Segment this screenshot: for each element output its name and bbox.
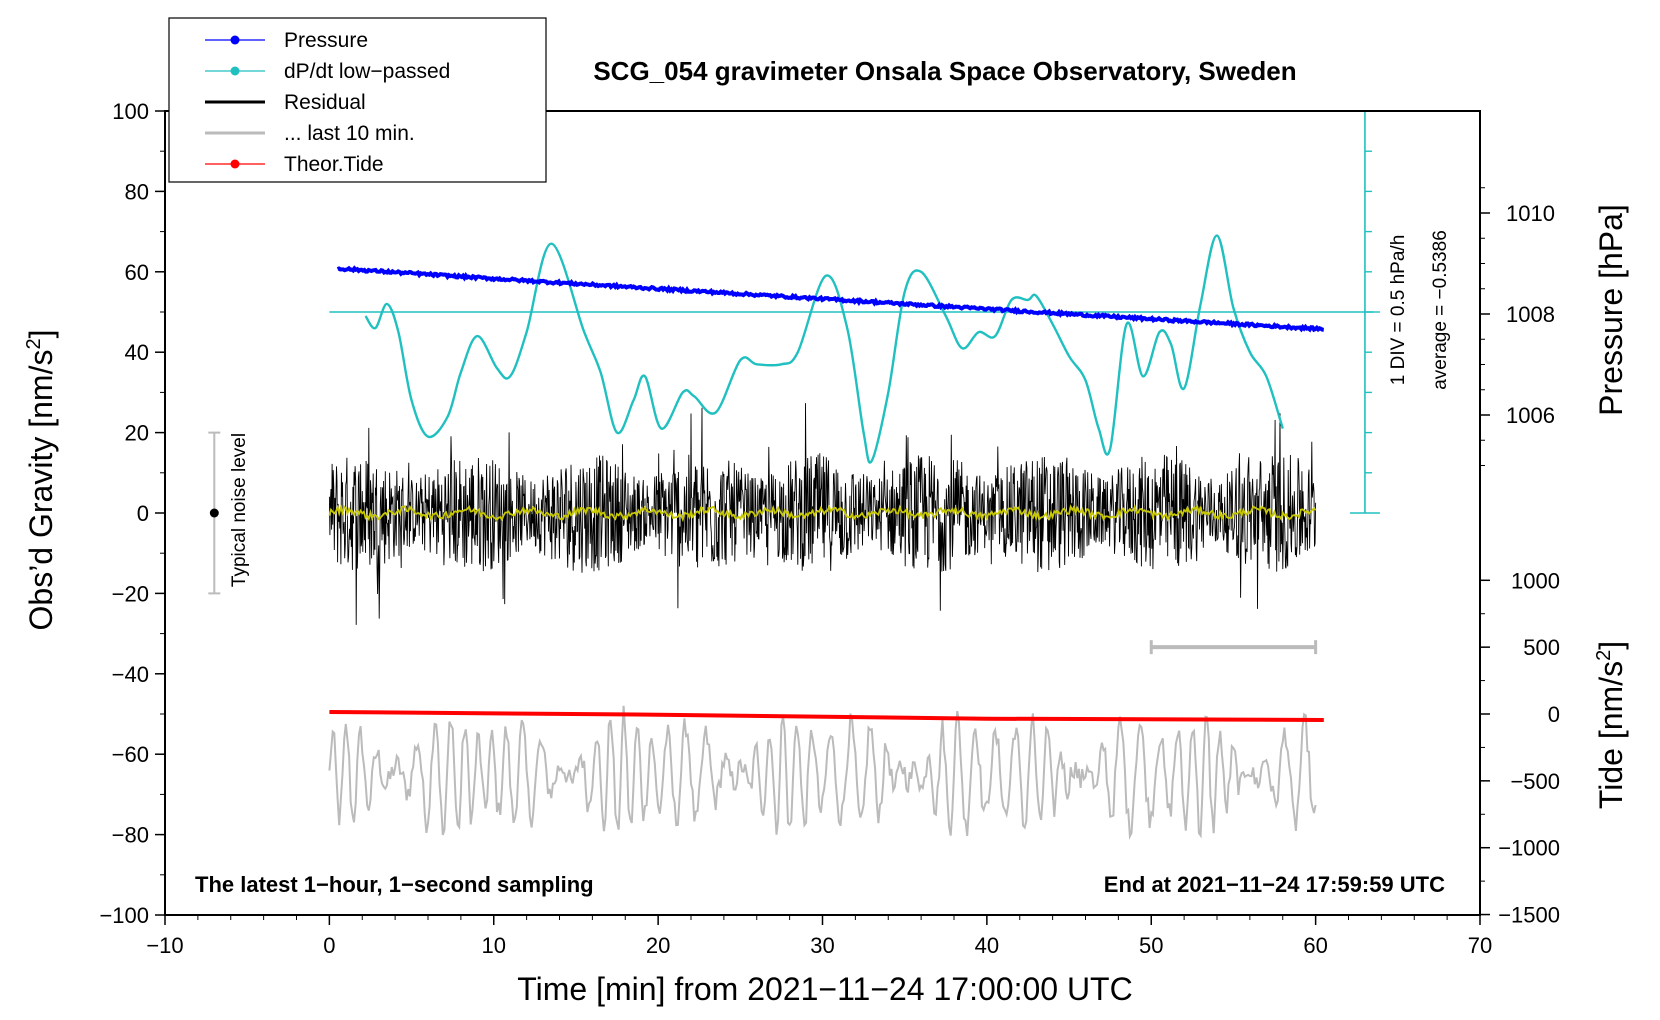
residual-mean-line — [328, 503, 1317, 523]
y-axis-title-tide: Tide [nm/s2] — [1593, 641, 1629, 809]
tide-tick-label: 0 — [1548, 702, 1560, 727]
pressure-tick-label: 1006 — [1506, 403, 1555, 428]
y-tick-label: 60 — [125, 260, 149, 285]
x-tick-label: 30 — [810, 933, 834, 958]
theor-tide-line — [329, 710, 1324, 722]
last-10-min-line — [328, 705, 1317, 840]
axis-layer: −10 0 10 20 30 40 50 60 70100806040200−20−40−60−… — [99, 99, 1560, 958]
legend-item: Residual — [205, 91, 366, 114]
legend-item: ... last 10 min. — [205, 122, 415, 145]
tide-tick-label: −500 — [1510, 769, 1560, 794]
legend-marker — [230, 159, 240, 169]
y-tick-label: −60 — [112, 742, 149, 767]
x-tick-label: 70 — [1468, 933, 1492, 958]
y-axis-title-pressure: Pressure [hPa] — [1593, 204, 1629, 416]
y-tick-label: −20 — [112, 581, 149, 606]
noise-level-label: Typical noise level — [229, 433, 250, 587]
legend-label: Pressure — [284, 29, 368, 52]
legend-label: Residual — [284, 91, 366, 114]
series-layer — [208, 110, 1380, 840]
pressure-tick-label: 1010 — [1506, 201, 1555, 226]
residual-line — [328, 403, 1317, 625]
y-tick-label: 20 — [125, 421, 149, 446]
footer-sampling-note: The latest 1−hour, 1−second sampling — [195, 872, 594, 897]
y-axis-title-tide-main: Tide [nm/s — [1593, 661, 1629, 809]
y-tick-label: −80 — [112, 823, 149, 848]
y-axis-title-tide-end: ] — [1593, 641, 1629, 650]
x-axis-title: Time [min] from 2021−11−24 17:00:00 UTC — [517, 971, 1132, 1007]
legend-label: ... last 10 min. — [284, 122, 415, 145]
tide-tick-label: 500 — [1523, 635, 1560, 660]
y-axis-title-gravity-main: Obs’d Gravity [nm/s — [23, 350, 59, 631]
pressure-tick-label: 1008 — [1506, 302, 1555, 327]
x-tick-label: 10 — [482, 933, 506, 958]
y-tick-label: 100 — [112, 99, 149, 124]
legend-label: dP/dt low−passed — [284, 60, 450, 83]
legend-marker — [230, 35, 240, 45]
dpdt-line — [364, 234, 1284, 464]
legend-marker — [230, 66, 240, 76]
footer-end-time: End at 2021−11−24 17:59:59 UTC — [1104, 872, 1445, 897]
legend-label: Theor.Tide — [284, 153, 384, 176]
chart-title: SCG_054 gravimeter Onsala Space Observat… — [593, 56, 1296, 86]
x-tick-label: 50 — [1139, 933, 1163, 958]
legend-items: Pressure dP/dt low−passed Residual ... last… — [205, 29, 450, 176]
y-tick-label: 40 — [125, 340, 149, 365]
legend-box — [168, 17, 547, 183]
x-tick-label: 60 — [1303, 933, 1327, 958]
y-axis-title-tide-sup: 2 — [1593, 650, 1615, 661]
legend: Pressure dP/dt low−passed Residual ... last… — [168, 17, 547, 183]
y-axis-title-gravity: Obs’d Gravity [nm/s2] — [23, 330, 59, 631]
x-tick-label: 40 — [975, 933, 999, 958]
y-tick-label: −100 — [99, 903, 149, 928]
tide-tick-label: −1500 — [1498, 903, 1560, 928]
y-tick-label: 80 — [125, 179, 149, 204]
legend-item: dP/dt low−passed — [205, 60, 450, 83]
legend-item: Pressure — [205, 29, 368, 52]
x-tick-label: −10 — [146, 933, 183, 958]
x-tick-label: 20 — [646, 933, 670, 958]
y-axis-title-gravity-end: ] — [23, 330, 59, 339]
dpdt-average-label: average = −0.5386 — [1430, 230, 1451, 390]
noise-level-center-dot — [209, 508, 219, 518]
y-tick-label: 0 — [137, 501, 149, 526]
legend-item: Theor.Tide — [205, 153, 384, 176]
dpdt-scale-label: 1 DIV = 0.5 hPa/h — [1388, 235, 1409, 386]
x-tick-label: 0 — [323, 933, 335, 958]
y-tick-label: −40 — [112, 662, 149, 687]
tide-tick-label: 1000 — [1511, 568, 1560, 593]
y-axis-title-gravity-sup: 2 — [23, 338, 45, 349]
tide-tick-label: −1000 — [1498, 836, 1560, 861]
pressure-line — [336, 265, 1324, 333]
